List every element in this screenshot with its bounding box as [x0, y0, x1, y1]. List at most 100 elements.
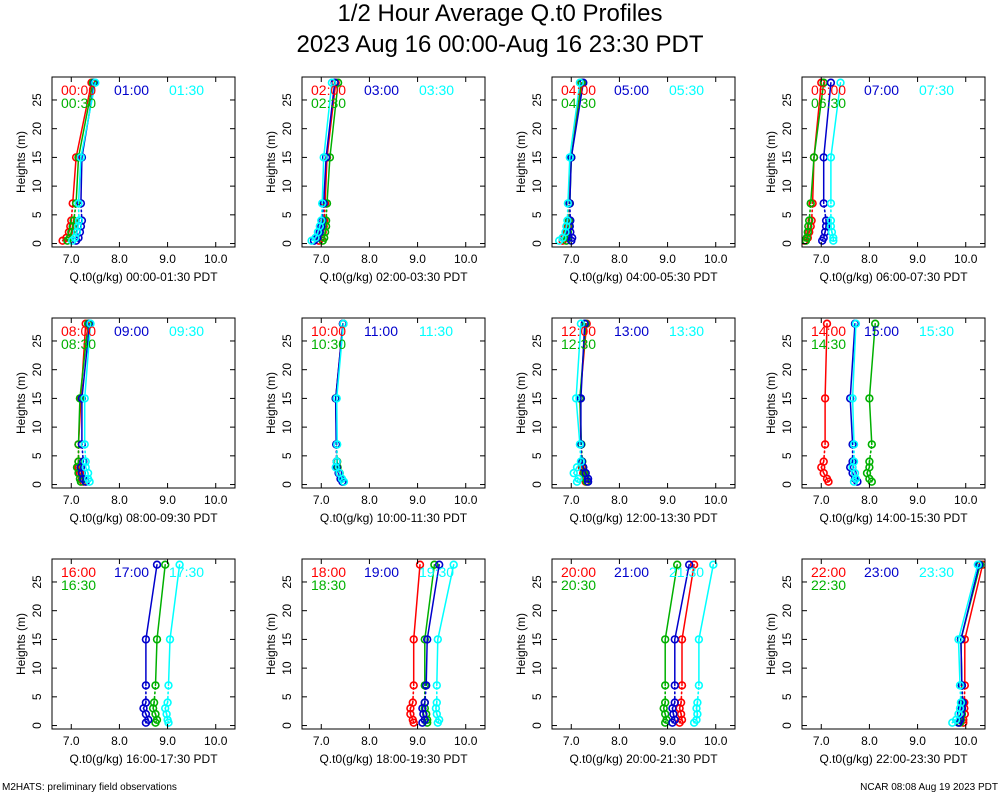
series-label: 17:30	[169, 564, 204, 580]
y-tick-label: 25	[30, 93, 44, 107]
x-tick-label: 10.0	[454, 734, 478, 748]
series-line-segment	[166, 719, 170, 724]
series-line-segment	[576, 460, 582, 469]
data-point	[74, 199, 83, 208]
series-line-segment	[561, 231, 567, 239]
data-point	[954, 635, 963, 644]
series-2330	[948, 560, 983, 727]
y-tick-label: 15	[30, 632, 44, 646]
x-axis-label: Q.t0(g/kg) 00:00-01:30 PDT	[69, 270, 218, 284]
series-line-segment	[152, 701, 155, 710]
data-point	[149, 698, 159, 707]
y-axis-label: Heights (m)	[514, 131, 528, 193]
x-tick-label: 10.0	[704, 493, 728, 507]
data-point	[141, 681, 151, 690]
series-line-segment	[695, 707, 699, 715]
series-2130	[689, 560, 718, 727]
x-tick-label: 7.0	[563, 252, 580, 266]
y-tick-label: 0	[530, 722, 544, 729]
data-point	[318, 199, 327, 208]
series-line-segment	[424, 563, 436, 641]
data-point	[68, 222, 77, 231]
data-point	[829, 233, 838, 243]
series-line-segment	[672, 713, 676, 721]
series-label: 22:00	[811, 564, 846, 580]
series-2030	[659, 560, 682, 727]
x-tick-label: 10.0	[204, 734, 228, 748]
data-point	[827, 227, 837, 237]
y-tick-label: 10	[280, 179, 294, 193]
panel-frame	[51, 76, 236, 248]
data-point	[433, 635, 443, 644]
x-tick-label: 8.0	[611, 252, 628, 266]
data-point	[692, 715, 701, 725]
data-point	[141, 635, 151, 644]
y-tick-label: 20	[30, 604, 44, 618]
data-point	[670, 698, 680, 707]
series-line-segment	[70, 225, 74, 233]
series-1800	[406, 560, 425, 727]
y-tick-label: 15	[30, 391, 44, 405]
data-point	[865, 463, 874, 472]
x-tick-label: 9.0	[409, 252, 426, 266]
series-label: 00:00	[61, 82, 96, 98]
y-tick-label: 5	[30, 693, 44, 700]
y-tick-label: 0	[280, 722, 294, 729]
x-tick-label: 9.0	[159, 252, 176, 266]
y-tick-label: 15	[780, 150, 794, 164]
data-point	[415, 560, 425, 569]
data-point	[849, 457, 859, 466]
series-line-segment	[422, 713, 426, 721]
series-line-segment	[316, 231, 321, 239]
data-point	[865, 457, 874, 466]
y-tick-label: 10	[30, 420, 44, 434]
data-point	[561, 227, 570, 237]
series-line-segment	[145, 713, 150, 721]
series-line-segment	[71, 156, 77, 205]
series-label: 20:30	[561, 577, 596, 593]
data-point	[332, 394, 341, 403]
data-point	[566, 227, 575, 237]
series-line-segment	[662, 707, 666, 715]
series-line-segment	[81, 472, 85, 480]
series-line-segment	[822, 472, 828, 480]
data-point	[829, 236, 838, 245]
data-point	[820, 394, 830, 403]
series-line-segment	[317, 225, 321, 233]
series-line-segment	[851, 322, 857, 400]
series-line-segment	[437, 563, 455, 641]
series-line-segment	[80, 466, 83, 474]
y-axis-label: Heights (m)	[264, 613, 278, 675]
series-line-segment	[854, 472, 857, 480]
y-tick-label: 25	[530, 93, 544, 107]
data-point	[804, 216, 814, 225]
series-1700	[139, 560, 162, 727]
series-0930	[80, 319, 95, 486]
data-point	[420, 698, 430, 707]
series-line-segment	[436, 638, 439, 687]
series-line-segment	[678, 701, 682, 710]
panel-plot-area	[948, 560, 985, 727]
data-point	[141, 698, 151, 707]
panel-frame	[551, 317, 736, 489]
series-label: 11:00	[364, 323, 398, 339]
series-1900	[418, 560, 444, 727]
x-tick-label: 10.0	[204, 252, 228, 266]
y-tick-label: 15	[530, 150, 544, 164]
x-tick-label: 9.0	[909, 493, 926, 507]
data-point	[849, 440, 859, 449]
data-point	[319, 153, 328, 162]
data-point	[572, 463, 582, 472]
series-line-segment	[959, 719, 962, 724]
series-line-segment	[437, 719, 440, 724]
series-label: 13:30	[669, 323, 704, 339]
series-0630	[802, 78, 828, 245]
y-tick-label: 0	[530, 481, 544, 488]
series-label: 17:00	[114, 564, 149, 580]
data-point	[826, 153, 836, 162]
x-tick-label: 9.0	[159, 734, 176, 748]
x-tick-label: 10.0	[954, 734, 978, 748]
